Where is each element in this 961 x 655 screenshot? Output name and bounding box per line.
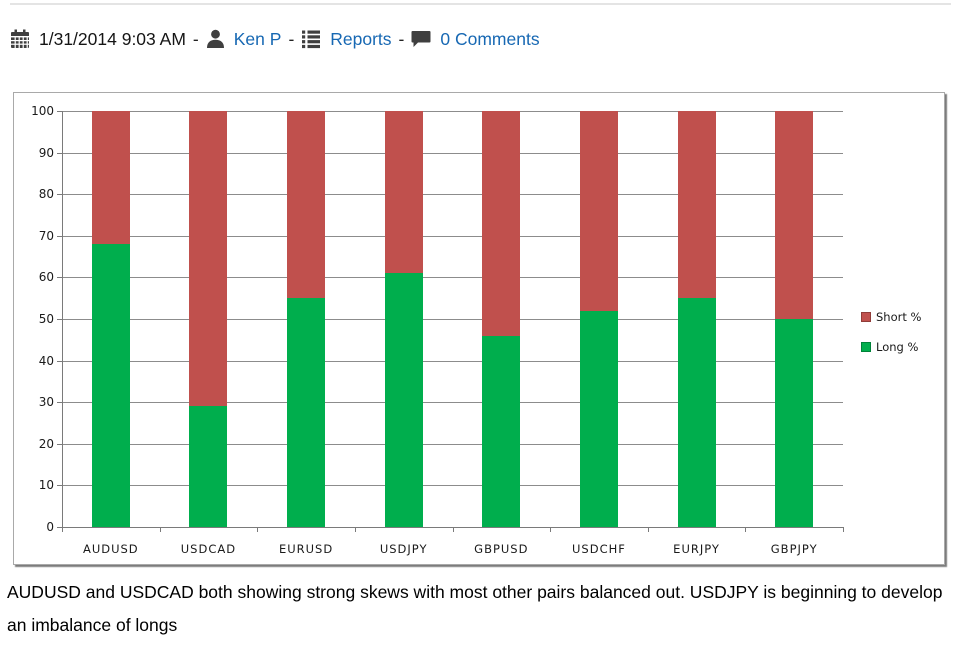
category-link[interactable]: Reports (330, 28, 392, 49)
gridline (62, 277, 843, 279)
y-axis-tick (57, 235, 62, 237)
legend-label: Short % (876, 310, 922, 324)
bar-segment-long (91, 244, 130, 527)
gridline (62, 235, 843, 237)
comments-link[interactable]: 0 Comments (440, 28, 540, 49)
post-caption: AUDUSD and USDCAD both showing strong sk… (7, 582, 943, 635)
y-axis-label: 40 (38, 353, 54, 368)
y-axis-label: 60 (38, 270, 54, 285)
bar-segment-long (287, 298, 326, 527)
legend-label: Long % (876, 340, 919, 354)
bar-segment-short (91, 111, 130, 245)
author-link[interactable]: Ken P (233, 28, 282, 49)
y-axis-label: 70 (38, 228, 54, 243)
y-axis-label: 100 (31, 104, 54, 118)
x-axis-category-label: USDJPY (379, 542, 428, 556)
bar-segment-short (775, 111, 814, 319)
gridline (62, 194, 843, 196)
y-axis-tick (57, 111, 62, 112)
chart-plot-area: 0 10 20 30 40 50 60 70 80 90 100 AUDUSD USDCAD EURUSD… (14, 93, 944, 564)
bar-segment-short (189, 111, 228, 407)
bar-segment-long (677, 298, 716, 527)
gridline (62, 485, 843, 487)
x-axis-category-label: USDCHF (572, 542, 626, 556)
meta-separator: - (288, 28, 295, 49)
post-meta-row: 1/31/2014 9:03 AM - Ken P - Reports - 0 … (10, 26, 540, 52)
x-axis-tick (843, 527, 844, 532)
x-axis-tick (257, 527, 259, 532)
y-axis-tick (57, 443, 62, 445)
bar-segment-short (482, 111, 521, 336)
bar-segment-short (677, 111, 716, 299)
y-axis-label: 30 (38, 395, 54, 410)
user-icon (206, 29, 225, 49)
meta-separator: - (192, 28, 199, 49)
y-axis-tick (57, 527, 62, 528)
top-divider (10, 3, 951, 5)
y-axis-tick (57, 319, 62, 320)
x-axis-category-label: GBPJPY (770, 542, 818, 556)
y-axis-label: 20 (38, 436, 54, 451)
bar-segment-short (579, 111, 618, 311)
y-axis-tick (57, 152, 62, 154)
gridline (62, 111, 843, 112)
y-axis-label: 80 (38, 187, 54, 202)
y-axis-label: 90 (38, 145, 54, 160)
bar-segment-long (579, 310, 618, 527)
legend-item: Short % (861, 310, 921, 324)
list-icon (301, 29, 321, 49)
gridline (62, 152, 843, 154)
gridline (62, 402, 843, 404)
x-axis-tick (745, 527, 747, 532)
post-date: 1/31/2014 9:03 AM (39, 28, 186, 49)
bar-segment-short (384, 111, 423, 274)
y-axis-label: 0 (46, 520, 54, 534)
bar-segment-long (384, 273, 423, 527)
meta-separator: - (398, 28, 405, 49)
x-axis-category-label: EURJPY (673, 542, 720, 556)
y-axis-tick (57, 277, 62, 279)
x-axis-tick (159, 527, 161, 532)
x-axis-category-label: USDCAD (180, 542, 237, 556)
x-axis-tick (647, 527, 649, 532)
x-axis-category-label: GBPUSD (474, 542, 529, 556)
comment-bubble-icon (411, 30, 431, 49)
legend-item: Long % (861, 340, 918, 354)
bar-segment-short (287, 111, 326, 299)
y-axis-label: 50 (38, 312, 54, 326)
x-axis-tick (452, 527, 454, 532)
y-axis-line (62, 111, 63, 527)
bar-segment-long (189, 406, 228, 527)
x-axis-category-label: AUDUSD (82, 542, 139, 556)
calendar-icon (10, 29, 30, 49)
x-axis-tick (62, 527, 63, 532)
stacked-bar-chart: 0 10 20 30 40 50 60 70 80 90 100 AUDUSD USDCAD EURUSD… (13, 92, 945, 565)
x-axis-tick (354, 527, 356, 532)
y-axis-tick (57, 485, 62, 487)
legend-swatch (861, 312, 871, 322)
y-axis-tick (57, 402, 62, 404)
y-axis-tick (57, 360, 62, 362)
legend-swatch (861, 342, 871, 352)
gridline (62, 443, 843, 445)
x-axis-tick (550, 527, 552, 532)
y-axis-label: 10 (38, 478, 54, 493)
bar-segment-long (775, 319, 814, 527)
bar-segment-long (482, 335, 521, 527)
x-axis-category-label: EURUSD (278, 542, 334, 556)
gridline (62, 319, 843, 320)
gridline (62, 360, 843, 362)
y-axis-tick (57, 194, 62, 196)
